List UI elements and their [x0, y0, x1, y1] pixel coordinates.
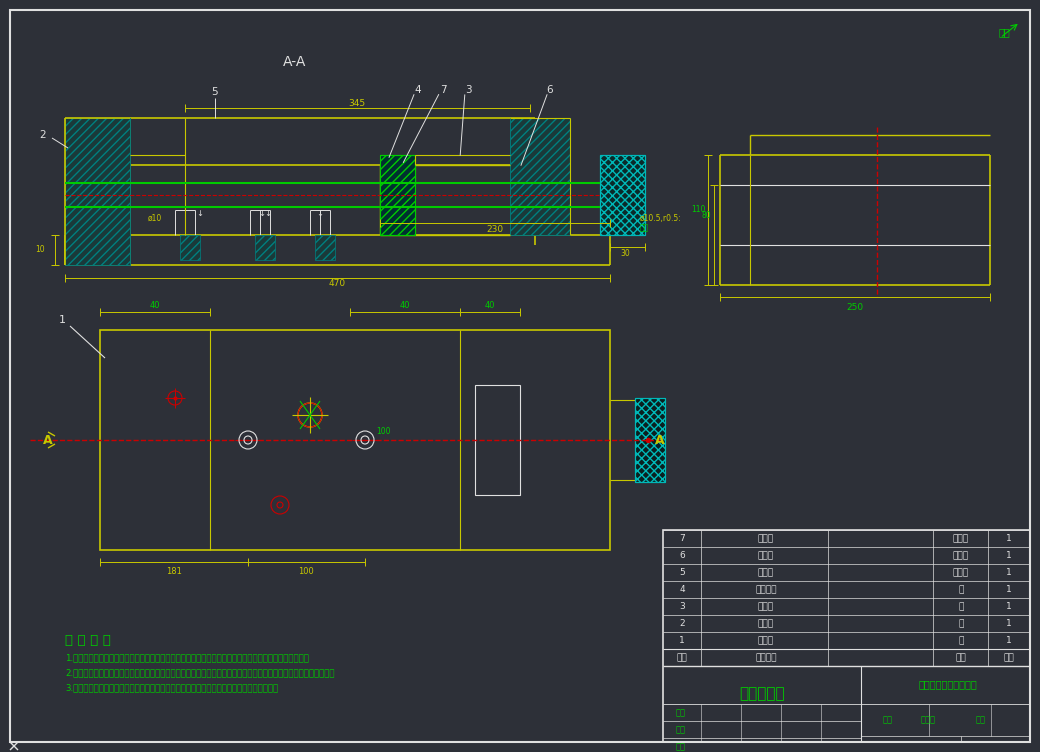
- Text: 7: 7: [440, 85, 446, 95]
- Text: 4: 4: [415, 85, 421, 95]
- Text: 河北科技大学理工学院: 河北科技大学理工学院: [918, 679, 978, 689]
- Bar: [180, 235, 200, 260]
- Text: 夹块紧缩: 夹块紧缩: [755, 585, 777, 594]
- Text: ↓: ↓: [316, 208, 323, 217]
- Text: 支撑杆: 支撑杆: [758, 568, 774, 577]
- Text: 初裂: 初裂: [883, 715, 893, 724]
- Bar: [664, 530, 1030, 742]
- Bar: [600, 155, 645, 235]
- Text: 4: 4: [679, 585, 684, 594]
- Text: 数量: 数量: [1004, 653, 1014, 662]
- Text: 3.组装前严格检查并清除零件加工时残留的锐角、毛刺和异物。保证密封件装入时不被擦伤。: 3.组装前严格检查并清除零件加工时残留的锐角、毛刺和异物。保证密封件装入时不被擦…: [64, 684, 278, 693]
- Text: 181: 181: [166, 568, 182, 577]
- Text: 材料: 材料: [956, 653, 966, 662]
- Text: 3: 3: [679, 602, 685, 611]
- Text: 1: 1: [1006, 568, 1012, 577]
- Text: ↓↓: ↓↓: [258, 208, 272, 217]
- Text: 销轴杆: 销轴杆: [758, 534, 774, 543]
- Text: 右钢球: 右钢球: [953, 534, 969, 543]
- Text: 6: 6: [679, 551, 685, 560]
- Text: 技 术 要 求: 技 术 要 求: [64, 633, 111, 647]
- Text: 销钉紧: 销钉紧: [758, 602, 774, 611]
- Text: 80: 80: [701, 211, 710, 220]
- Bar: [635, 398, 665, 482]
- Text: 2: 2: [679, 619, 684, 628]
- Text: 1: 1: [1006, 534, 1012, 543]
- Text: 40: 40: [150, 301, 160, 310]
- Text: 描核: 描核: [676, 742, 686, 751]
- Text: 5: 5: [212, 87, 218, 97]
- Bar: [380, 155, 415, 235]
- Text: 螺纹: 螺纹: [640, 223, 649, 232]
- Text: 设计: 设计: [676, 726, 686, 735]
- Bar: [100, 330, 610, 550]
- Text: A-A: A-A: [283, 55, 307, 69]
- Bar: [475, 385, 520, 495]
- Text: 1.零件在装配前必须清理和清洗干净，不得有毛刺、飞边、氧化皮、锈蚀、切屑、油污、着色剂和灰尘等。: 1.零件在装配前必须清理和清洗干净，不得有毛刺、飞边、氧化皮、锈蚀、切屑、油污、…: [64, 653, 309, 663]
- Text: 描图: 描图: [676, 708, 686, 717]
- Text: 角标: 角标: [998, 27, 1010, 37]
- Text: 钢: 钢: [958, 636, 964, 645]
- Text: ø10: ø10: [148, 214, 162, 223]
- Text: 右钢球: 右钢球: [953, 568, 969, 577]
- Text: 右钢球: 右钢球: [953, 551, 969, 560]
- Text: 100: 100: [375, 427, 390, 436]
- Text: 1: 1: [1006, 619, 1012, 628]
- Text: 7: 7: [679, 534, 685, 543]
- Text: 10: 10: [35, 245, 45, 254]
- Text: 1: 1: [1006, 551, 1012, 560]
- Text: 夹具端: 夹具端: [758, 636, 774, 645]
- Text: 夹具装配图: 夹具装配图: [739, 687, 785, 702]
- Text: ø10.5,r0.5:: ø10.5,r0.5:: [640, 214, 682, 223]
- Text: 钢: 钢: [958, 585, 964, 594]
- Text: 2.螺钉、螺栋和螺母紧固时，严禁打击或使用不合适的旋具和板手。紧固后螺钉槽、螺母和螺钉、螺栋头部不得损坏。: 2.螺钉、螺栋和螺母紧固时，严禁打击或使用不合适的旋具和板手。紧固后螺钉槽、螺母…: [64, 669, 335, 678]
- Text: 110: 110: [691, 205, 705, 214]
- Text: 1: 1: [1006, 602, 1012, 611]
- Text: 批准: 批准: [976, 715, 986, 724]
- Text: A: A: [655, 433, 665, 447]
- Text: 470: 470: [329, 278, 345, 287]
- Bar: [315, 235, 335, 260]
- Text: 序号: 序号: [677, 653, 687, 662]
- Text: 钢: 钢: [958, 619, 964, 628]
- Text: 40: 40: [399, 301, 410, 310]
- Text: 6: 6: [547, 85, 553, 95]
- Text: 30: 30: [620, 248, 630, 257]
- Text: 3: 3: [465, 85, 471, 95]
- Text: 1: 1: [58, 315, 66, 325]
- Text: 345: 345: [348, 99, 366, 108]
- Text: 1: 1: [1006, 585, 1012, 594]
- Text: 40: 40: [485, 301, 495, 310]
- Text: 1: 1: [1006, 636, 1012, 645]
- Text: 250: 250: [847, 302, 863, 311]
- Bar: [255, 235, 275, 260]
- Text: 标准化: 标准化: [920, 715, 936, 724]
- Text: 2: 2: [40, 130, 47, 140]
- Text: 零件名称: 零件名称: [755, 653, 777, 662]
- Text: A: A: [44, 433, 53, 447]
- Text: 5: 5: [679, 568, 685, 577]
- Text: 230: 230: [487, 225, 503, 234]
- Bar: [510, 118, 570, 235]
- Text: ↓: ↓: [197, 208, 204, 217]
- Text: 钢: 钢: [958, 602, 964, 611]
- Text: 100: 100: [298, 568, 314, 577]
- Bar: [64, 118, 130, 265]
- Text: 1: 1: [679, 636, 685, 645]
- Text: 夹处紧: 夹处紧: [758, 619, 774, 628]
- Text: 支撑杆: 支撑杆: [758, 551, 774, 560]
